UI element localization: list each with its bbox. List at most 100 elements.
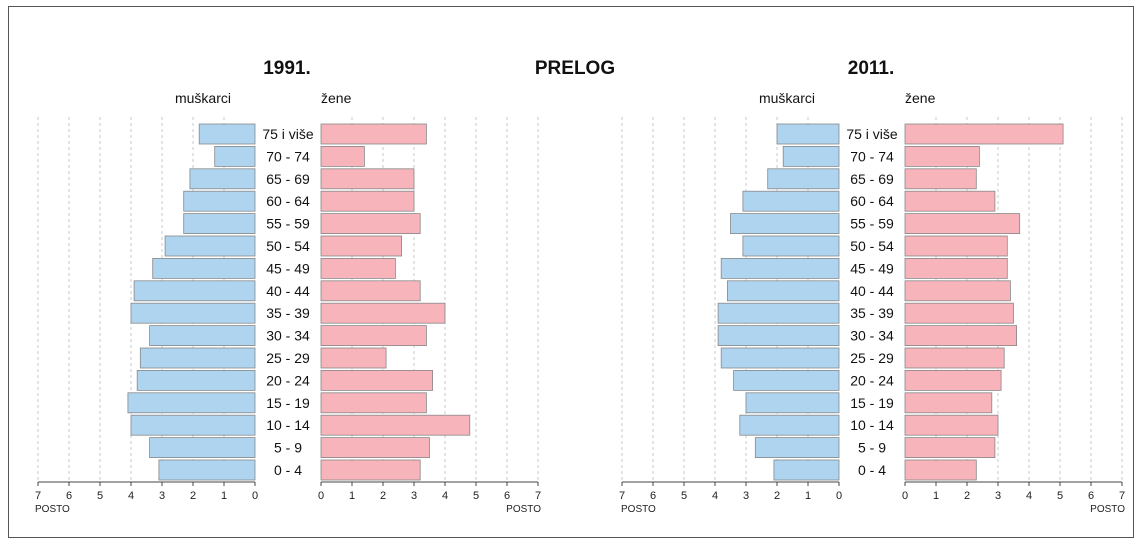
male-bar xyxy=(767,168,840,190)
male-bar xyxy=(152,257,256,279)
tick-label: 4 xyxy=(128,490,134,502)
male-bar xyxy=(754,437,840,459)
age-group-label: 35 - 39 xyxy=(266,305,310,321)
chart-frame: PRELOG 1991. muškarci žene 75 i više 70 - 74 6… xyxy=(8,6,1134,538)
male-bar xyxy=(773,459,840,481)
age-group-label: 10 - 14 xyxy=(850,417,894,433)
tick-label: 2 xyxy=(964,490,970,502)
male-bar xyxy=(742,235,840,257)
female-bar xyxy=(320,414,471,436)
tick-label: 0 xyxy=(318,490,324,502)
female-bar xyxy=(904,437,996,459)
age-group-label: 75 i više xyxy=(846,126,898,142)
age-group-label: 60 - 64 xyxy=(266,193,310,209)
tick-label: 6 xyxy=(1088,490,1094,502)
tick-label: 1 xyxy=(349,490,355,502)
female-bar xyxy=(904,235,1008,257)
unit-label-left: POSTO xyxy=(35,504,70,515)
tick-label: 0 xyxy=(252,490,258,502)
male-bar xyxy=(776,123,840,145)
male-bar xyxy=(149,437,256,459)
age-group-label: 25 - 29 xyxy=(850,350,894,366)
age-group-label: 15 - 19 xyxy=(266,395,310,411)
male-bar xyxy=(720,347,840,369)
main-title: PRELOG xyxy=(535,58,615,79)
female-bar xyxy=(904,168,977,190)
tick-label: 4 xyxy=(442,490,448,502)
male-bar xyxy=(158,459,256,481)
male-bar xyxy=(127,392,256,414)
age-group-label: 55 - 59 xyxy=(266,216,310,232)
male-bar xyxy=(733,369,840,391)
tick-label: 5 xyxy=(681,490,687,502)
tick-label: 7 xyxy=(619,490,625,502)
male-bar xyxy=(717,325,840,347)
chart-title-1: 2011. xyxy=(848,58,895,79)
age-group-label: 65 - 69 xyxy=(850,171,894,187)
tick-label: 3 xyxy=(159,490,165,502)
female-bar xyxy=(320,325,427,347)
male-bar xyxy=(782,145,840,167)
age-group-label: 40 - 44 xyxy=(850,283,894,299)
age-group-label: 5 - 9 xyxy=(858,440,886,456)
tick-label: 1 xyxy=(221,490,227,502)
age-group-label: 35 - 39 xyxy=(850,305,894,321)
tick-label: 5 xyxy=(97,490,103,502)
tick-label: 2 xyxy=(774,490,780,502)
female-bar xyxy=(320,213,421,235)
female-bar xyxy=(320,392,427,414)
female-bar xyxy=(320,257,396,279)
male-bar xyxy=(133,280,256,302)
age-group-label: 50 - 54 xyxy=(266,238,310,254)
female-bar xyxy=(904,145,980,167)
female-bar xyxy=(904,190,996,212)
age-group-label: 65 - 69 xyxy=(266,171,310,187)
male-bar xyxy=(745,392,840,414)
male-bar xyxy=(198,123,256,145)
female-bar xyxy=(904,347,1005,369)
female-bar xyxy=(904,369,1002,391)
unit-label-right: POSTO xyxy=(1090,504,1125,515)
age-group-label: 25 - 29 xyxy=(266,350,310,366)
female-bar xyxy=(904,414,999,436)
female-bar xyxy=(320,190,415,212)
male-bar xyxy=(130,414,256,436)
male-bar xyxy=(189,168,256,190)
male-bar xyxy=(730,213,840,235)
female-bar xyxy=(320,437,430,459)
female-bar xyxy=(320,145,365,167)
male-bar xyxy=(130,302,256,324)
age-group-label: 55 - 59 xyxy=(850,216,894,232)
tick-label: 5 xyxy=(1057,490,1063,502)
tick-label: 5 xyxy=(473,490,479,502)
tick-label: 3 xyxy=(995,490,1001,502)
female-bar xyxy=(904,123,1064,145)
unit-label-right: POSTO xyxy=(506,504,541,515)
female-bar xyxy=(320,302,446,324)
female-bar xyxy=(320,347,387,369)
female-bar xyxy=(904,392,993,414)
age-group-label: 60 - 64 xyxy=(850,193,894,209)
female-bar xyxy=(904,325,1017,347)
age-group-label: 75 i više xyxy=(262,126,314,142)
male-bar xyxy=(139,347,256,369)
male-bar xyxy=(149,325,256,347)
age-group-label: 70 - 74 xyxy=(850,148,894,164)
female-bar xyxy=(904,213,1021,235)
age-group-label: 0 - 4 xyxy=(274,462,302,478)
male-bar xyxy=(739,414,840,436)
female-bar xyxy=(320,168,415,190)
female-bar xyxy=(320,280,421,302)
male-bar xyxy=(183,213,256,235)
tick-label: 2 xyxy=(190,490,196,502)
female-bar xyxy=(904,459,977,481)
age-group-label: 0 - 4 xyxy=(858,462,886,478)
tick-label: 6 xyxy=(504,490,510,502)
age-group-label: 45 - 49 xyxy=(266,260,310,276)
male-label-0: muškarci xyxy=(175,90,231,106)
age-group-label: 30 - 34 xyxy=(850,328,894,344)
male-bar xyxy=(720,257,840,279)
age-group-label: 5 - 9 xyxy=(274,440,302,456)
tick-label: 4 xyxy=(1026,490,1032,502)
chart-title-0: 1991. xyxy=(263,58,311,79)
